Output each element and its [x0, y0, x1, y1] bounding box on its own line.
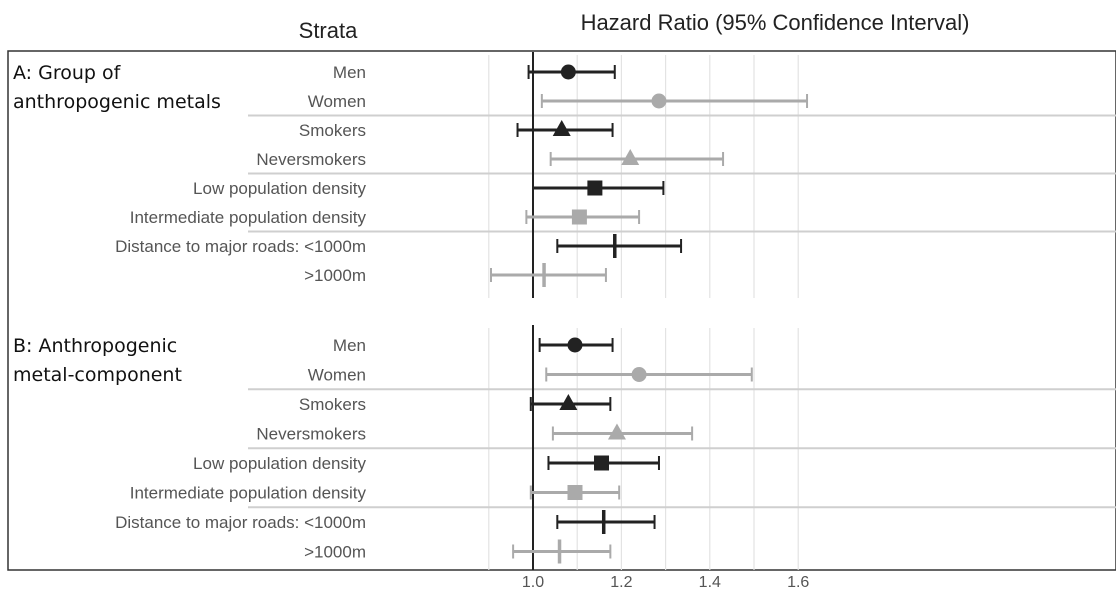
point-estimate-square [594, 455, 610, 471]
point-estimate-triangle [559, 394, 578, 410]
x-tick-label: 1.6 [787, 574, 809, 591]
point-estimate-square [587, 180, 603, 196]
stratum-label: Neversmokers [256, 150, 366, 169]
panel-label: metal-component [13, 364, 182, 386]
x-tick-label: 1.0 [522, 574, 544, 591]
stratum-label: Smokers [299, 121, 366, 140]
point-estimate-triangle [621, 149, 640, 165]
point-estimate-circle [567, 337, 583, 353]
stratum-label: Distance to major roads: <1000m [115, 237, 366, 256]
point-estimate-circle [560, 64, 576, 80]
point-estimate-triangle [607, 423, 626, 440]
stratum-label: >1000m [304, 266, 366, 285]
panel-label: A: Group of [13, 62, 122, 84]
point-estimate-circle [651, 93, 667, 109]
point-estimate-triangle [552, 120, 571, 136]
strata-column-title: Strata [299, 18, 358, 43]
stratum-label: Men [333, 63, 366, 82]
stratum-label: Intermediate population density [130, 484, 367, 503]
x-tick-label: 1.4 [699, 574, 721, 591]
stratum-label: Neversmokers [256, 425, 366, 444]
stratum-label: Women [308, 366, 366, 385]
stratum-label: Women [308, 92, 366, 111]
x-tick-label: 1.2 [610, 574, 632, 591]
point-estimate-square [567, 485, 583, 500]
stratum-label: Low population density [193, 454, 366, 473]
stratum-label: Men [333, 336, 366, 355]
panel-label: anthropogenic metals [13, 91, 221, 113]
stratum-label: Smokers [299, 395, 366, 414]
point-estimate-circle [631, 367, 647, 382]
chart-title: Hazard Ratio (95% Confidence Interval) [581, 10, 970, 35]
stratum-label: Low population density [193, 179, 366, 198]
point-estimate-square [571, 209, 587, 225]
stratum-label: Intermediate population density [130, 208, 367, 227]
panel-label: B: Anthropogenic [13, 335, 177, 357]
stratum-label: >1000m [304, 543, 366, 562]
stratum-label: Distance to major roads: <1000m [115, 513, 366, 532]
plot-frame [7, 50, 1116, 571]
